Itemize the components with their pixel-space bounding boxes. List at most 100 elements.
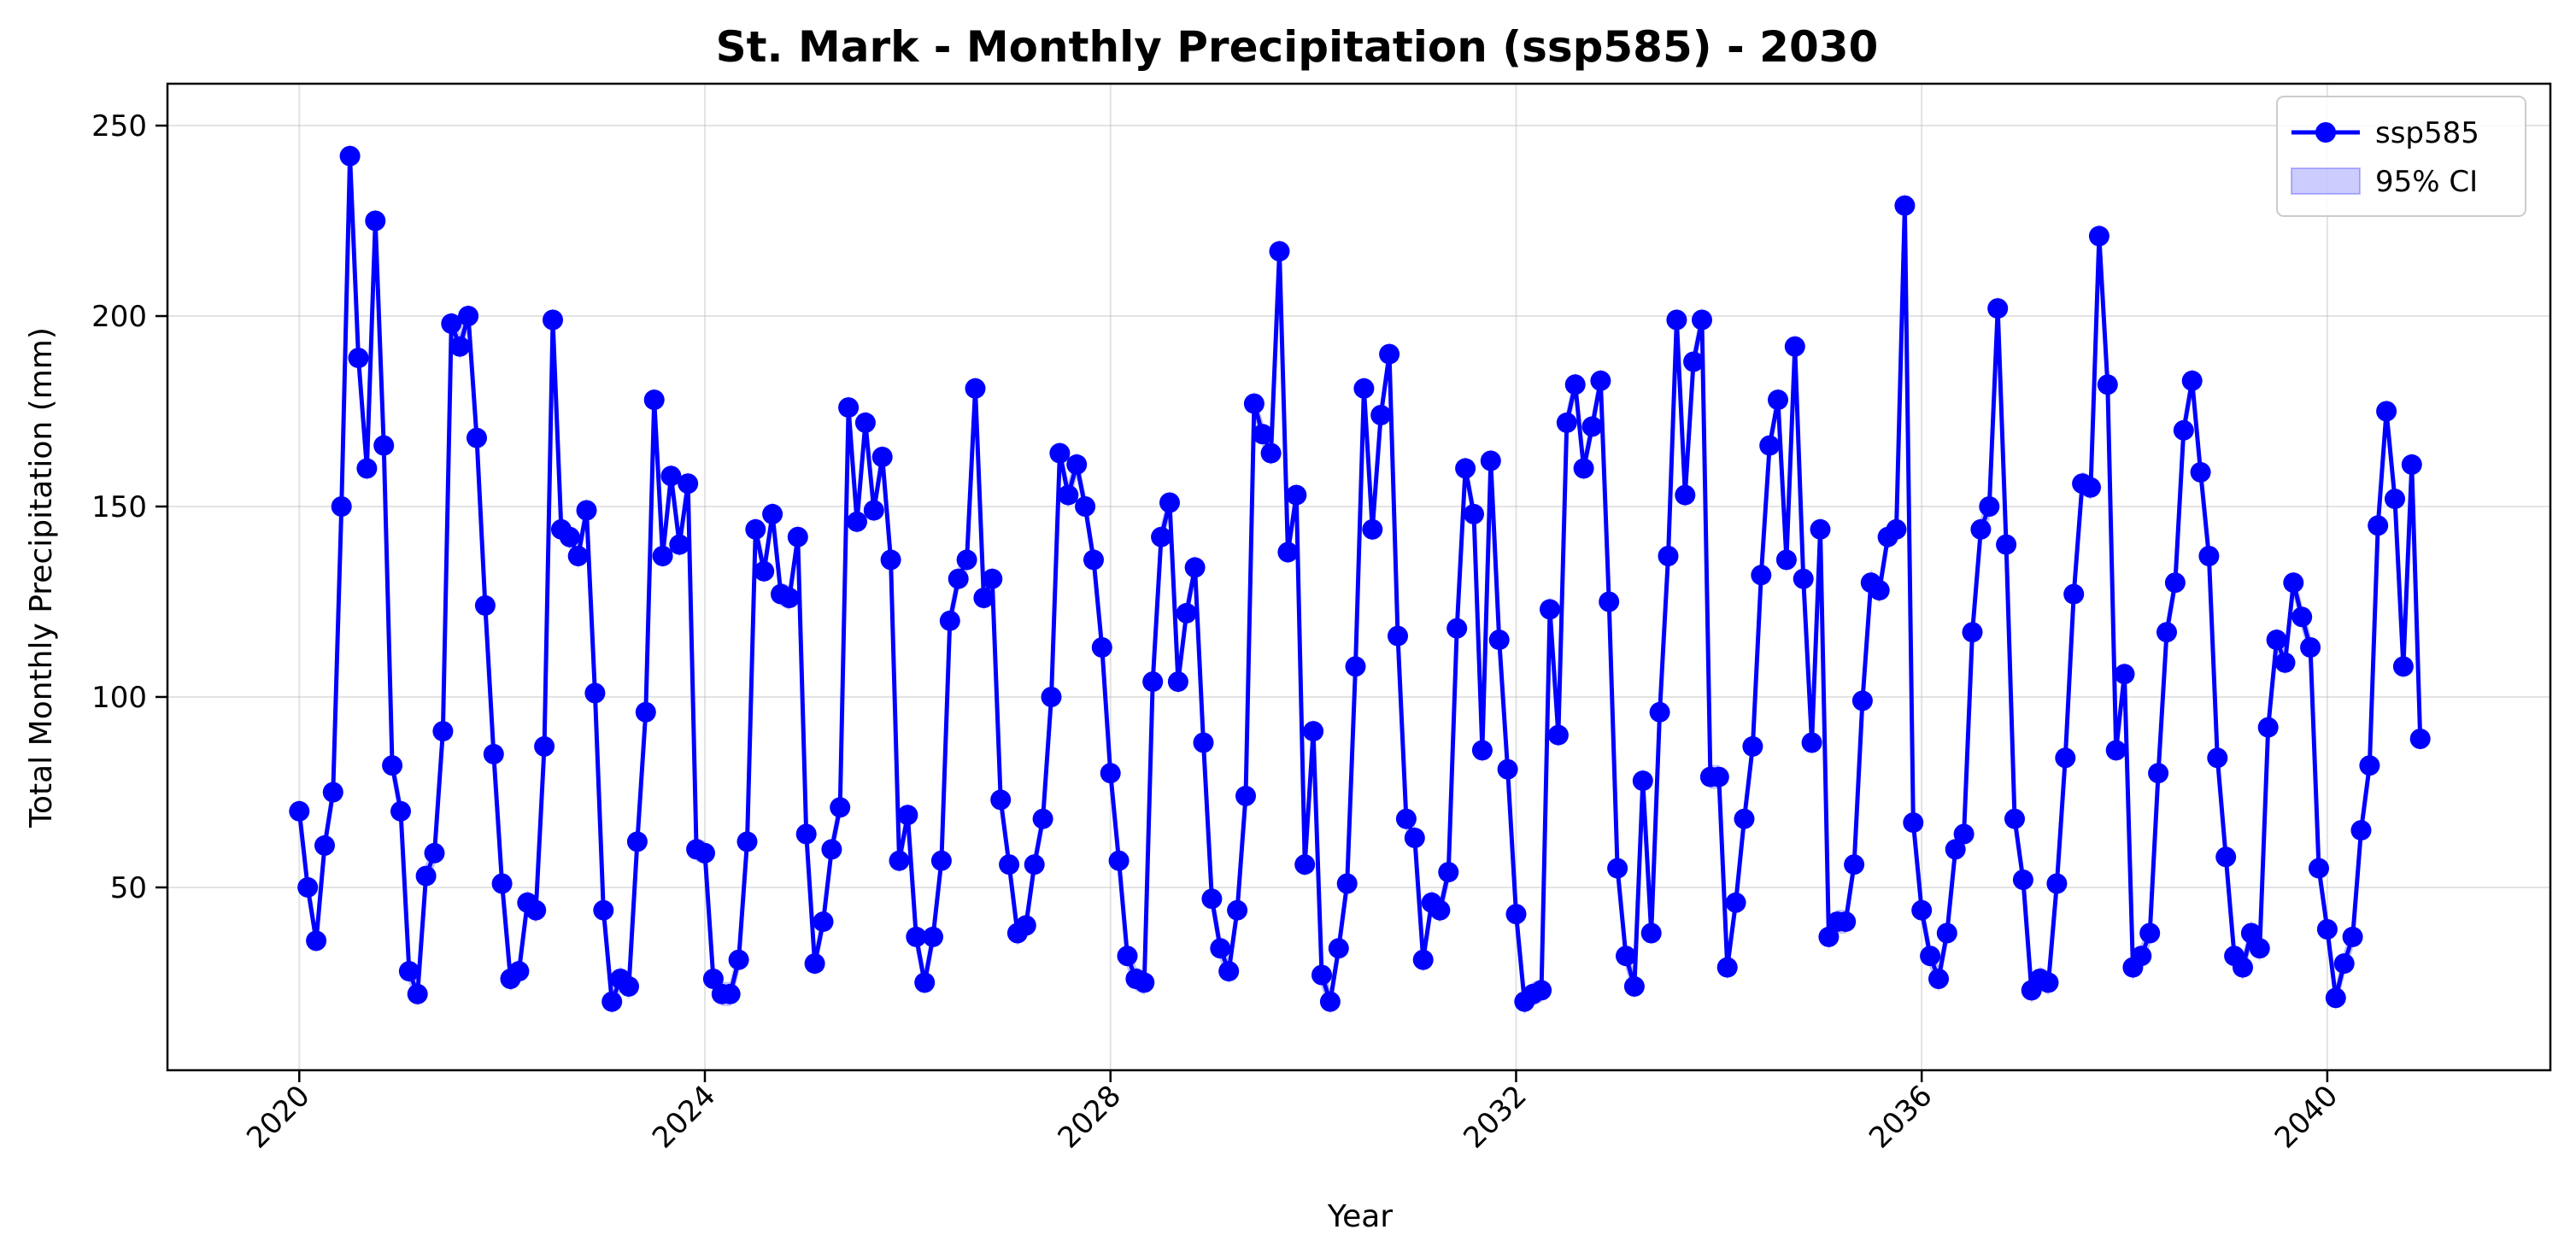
data-point (1742, 735, 1763, 757)
data-point (2164, 572, 2186, 594)
data-point (2291, 606, 2313, 628)
data-point (2198, 546, 2220, 566)
data-point (847, 511, 867, 532)
data-point (1388, 625, 1408, 647)
data-point (2309, 858, 2329, 879)
data-point (2156, 622, 2177, 643)
data-point (1429, 899, 1451, 921)
data-point (2080, 477, 2101, 498)
plot-frame (166, 82, 2552, 1072)
data-point (1159, 492, 1180, 513)
legend-label-ci: 95% CI (2375, 165, 2478, 199)
data-point (1658, 546, 1679, 566)
data-point (297, 876, 319, 898)
data-point (407, 983, 428, 1004)
data-point (2325, 987, 2346, 1009)
data-point (2190, 461, 2211, 483)
data-point (965, 378, 986, 399)
data-point (1751, 565, 1772, 586)
series-line-ssp585 (296, 154, 2423, 1004)
data-point (619, 975, 639, 997)
y-tick-label: 200 (91, 300, 147, 334)
data-point (1962, 622, 1983, 643)
data-point (678, 473, 699, 495)
data-point (1793, 568, 1814, 589)
data-point (1100, 763, 1121, 784)
y-axis-label: Total Monthly Precipitation (mm) (24, 327, 59, 829)
data-point (1370, 405, 1392, 425)
data-point (1311, 964, 1332, 986)
data-point (863, 500, 884, 521)
data-point (559, 526, 580, 548)
data-point (289, 800, 310, 822)
data-point (1319, 991, 1341, 1012)
data-point (1471, 740, 1493, 761)
data-point (2350, 820, 2372, 841)
data-point (1066, 454, 1088, 475)
data-point (1218, 961, 1240, 982)
data-point (1708, 766, 1729, 788)
legend-box (2276, 96, 2526, 217)
data-point (1277, 542, 1299, 563)
data-point (999, 854, 1020, 875)
legend-band-swatch (2291, 167, 2361, 195)
data-point (626, 831, 648, 852)
data-point (1801, 732, 1822, 753)
data-point (914, 972, 936, 993)
data-point (1683, 351, 1705, 372)
y-axis-ticks: 50 100 150 200 250 (91, 109, 167, 905)
data-point (449, 336, 471, 357)
data-point (1015, 915, 1036, 936)
data-point (1869, 580, 1890, 601)
data-point (1564, 374, 1586, 395)
data-point (441, 313, 462, 334)
data-point (365, 210, 386, 231)
data-point (1134, 972, 1155, 993)
data-point (745, 518, 766, 540)
data-point (1903, 812, 1924, 834)
data-point (1818, 926, 1840, 947)
data-point (1024, 854, 1045, 875)
data-point (1886, 518, 1907, 540)
data-point (1083, 549, 1104, 571)
data-point (635, 701, 656, 723)
data-point (2207, 747, 2228, 769)
data-point (534, 735, 555, 757)
data-point (1531, 980, 1552, 1001)
data-point (1734, 808, 1755, 829)
data-point (2181, 370, 2203, 391)
data-point (2173, 419, 2194, 441)
data-point (1675, 484, 1696, 506)
data-point (719, 983, 741, 1004)
data-point (491, 873, 513, 894)
data-point (990, 789, 1012, 811)
data-point (1835, 911, 1857, 933)
data-point (1775, 549, 1797, 571)
data-point (880, 549, 901, 571)
chart-title: St. Mark - Monthly Precipitation (ssp585… (716, 22, 1879, 72)
data-point (956, 549, 977, 571)
data-point (939, 610, 960, 631)
series-marker-layer (289, 145, 2431, 1012)
data-point (322, 782, 343, 803)
data-point (804, 953, 825, 975)
data-point (382, 755, 403, 776)
data-point (854, 412, 876, 433)
data-point (643, 389, 665, 411)
data-point (1286, 484, 1307, 506)
data-point (543, 309, 563, 331)
data-point (1243, 393, 1265, 414)
data-point (1581, 416, 1603, 437)
data-point (390, 800, 411, 822)
data-point (1032, 808, 1053, 829)
data-point (897, 805, 918, 826)
data-point (2063, 583, 2085, 605)
data-point (1649, 701, 1670, 723)
data-point (2316, 919, 2338, 940)
data-point (2038, 972, 2059, 993)
data-point (2342, 926, 2363, 947)
data-point (1041, 687, 1062, 707)
data-point (314, 834, 335, 856)
data-point (2401, 454, 2422, 475)
